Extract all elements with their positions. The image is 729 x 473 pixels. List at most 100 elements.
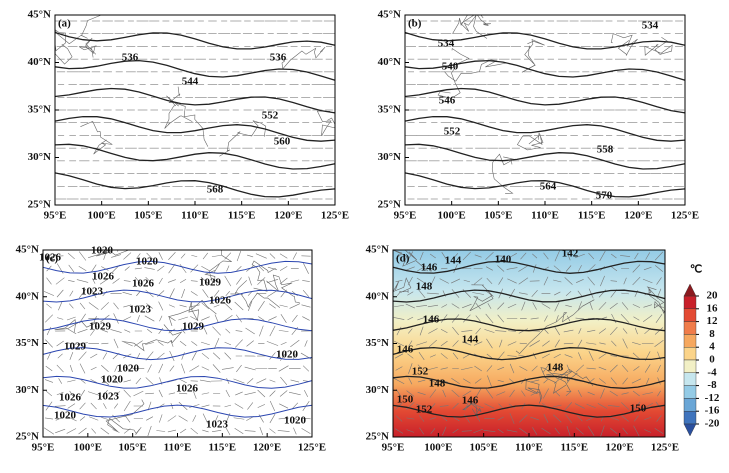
wind-arrow (258, 404, 265, 407)
contour-label: 552 (262, 110, 279, 122)
lat-label: 30°N (378, 151, 401, 163)
wind-arrow (280, 278, 287, 284)
wind-arrow (259, 266, 264, 271)
wind-arrow (302, 305, 311, 307)
wind-arrow (44, 428, 54, 435)
wind-arrow (225, 329, 230, 333)
colorbar-cap (684, 284, 696, 296)
wind-arrow (182, 352, 185, 359)
wind-arrow (225, 342, 231, 345)
wind-arrow (202, 393, 209, 395)
wind-arrow (69, 265, 74, 272)
wind-arrow (204, 328, 207, 335)
wind-arrow (124, 330, 130, 333)
wind-arrow (191, 428, 198, 434)
wind-arrow (89, 302, 99, 309)
lon-label: 125°E (651, 442, 679, 454)
lat-label: 45°N (16, 244, 39, 256)
lon-label: 120°E (253, 442, 281, 454)
wind-arrow (122, 341, 133, 346)
wind-arrow (101, 365, 108, 372)
wind-arrow (158, 342, 163, 346)
wind-arrow (191, 291, 198, 295)
wind-arrow (59, 378, 62, 383)
wind-arrow (201, 342, 210, 345)
wind-arrow (191, 281, 198, 282)
contour-label: 536 (270, 52, 287, 64)
wind-arrow (159, 316, 162, 321)
lon-label: 95°E (394, 210, 417, 222)
wind-arrow (168, 252, 175, 260)
wind-arrow (159, 302, 163, 311)
contour-label: 560 (274, 136, 291, 148)
contour-label: 150 (397, 394, 414, 406)
wind-arrow (181, 364, 184, 374)
wind-arrow (79, 428, 87, 434)
wind-arrow (47, 278, 52, 285)
contour-line (55, 117, 335, 142)
lat-label: 40°N (28, 56, 51, 68)
wind-arrow (192, 352, 197, 361)
wind-arrow (267, 341, 278, 345)
wind-arrow (80, 303, 85, 309)
contour-line (43, 261, 312, 273)
wind-arrow (101, 428, 109, 434)
wind-arrow (258, 301, 265, 311)
contour-label: 1026 (39, 252, 62, 264)
wind-arrow (137, 315, 140, 322)
wind-arrow (225, 276, 231, 286)
wind-arrow (303, 290, 309, 297)
wind-arrow (124, 390, 131, 397)
border-line (317, 111, 335, 136)
wind-arrow (145, 393, 154, 394)
wind-arrow (201, 405, 209, 407)
contour-label: 552 (444, 126, 461, 138)
wind-arrow (159, 278, 163, 284)
colorbar-segment (684, 411, 696, 424)
lon-label: 125°E (671, 210, 699, 222)
wind-arrow (46, 391, 52, 396)
lon-label: 110°E (181, 210, 209, 222)
wind-arrow (281, 314, 286, 323)
lon-label: 120°E (624, 210, 652, 222)
contour-label: 146 (397, 344, 414, 356)
colorbar-segment (684, 296, 696, 309)
wind-arrow (280, 254, 287, 258)
wind-arrow (222, 368, 234, 370)
lon-label: 125°E (298, 442, 326, 454)
lat-label: 45°N (378, 9, 401, 21)
wind-arrow (80, 403, 86, 409)
wind-arrow (136, 291, 140, 296)
wind-arrow (134, 341, 143, 347)
contour-label: 1026 (92, 271, 115, 283)
contour-label: 1020 (276, 349, 299, 361)
panel-label: (d) (396, 253, 410, 265)
map-panel: (b)53453454054655255856457045°N40°N35°N3… (378, 9, 699, 222)
colorbar-tick-label: -16 (705, 405, 720, 417)
lon-label: 110°E (164, 442, 192, 454)
wind-arrow (270, 401, 275, 411)
lon-label: 105°E (119, 442, 147, 454)
wind-arrow (279, 366, 289, 372)
contour-label: 148 (429, 378, 446, 390)
contour-label: 1026 (132, 278, 155, 290)
lon-label: 115°E (561, 442, 589, 454)
wind-arrow (291, 280, 300, 282)
wind-arrow (68, 280, 74, 281)
wind-arrow (304, 390, 307, 397)
contour-line (55, 173, 335, 197)
colorbar-segment (684, 360, 696, 373)
contour-label: 1023 (206, 419, 229, 431)
contour-label: 146 (421, 262, 438, 274)
wind-arrow (236, 331, 243, 332)
contour-label: 1029 (199, 277, 222, 289)
wind-arrow (245, 431, 256, 432)
wind-arrow (124, 380, 131, 382)
wind-arrow (258, 390, 265, 397)
wind-arrow (148, 364, 152, 372)
wind-arrow (67, 429, 76, 434)
wind-arrow (114, 404, 118, 409)
wind-arrow (123, 253, 131, 260)
wind-arrow (56, 278, 64, 285)
colorbar-tick-label: -8 (707, 379, 717, 391)
